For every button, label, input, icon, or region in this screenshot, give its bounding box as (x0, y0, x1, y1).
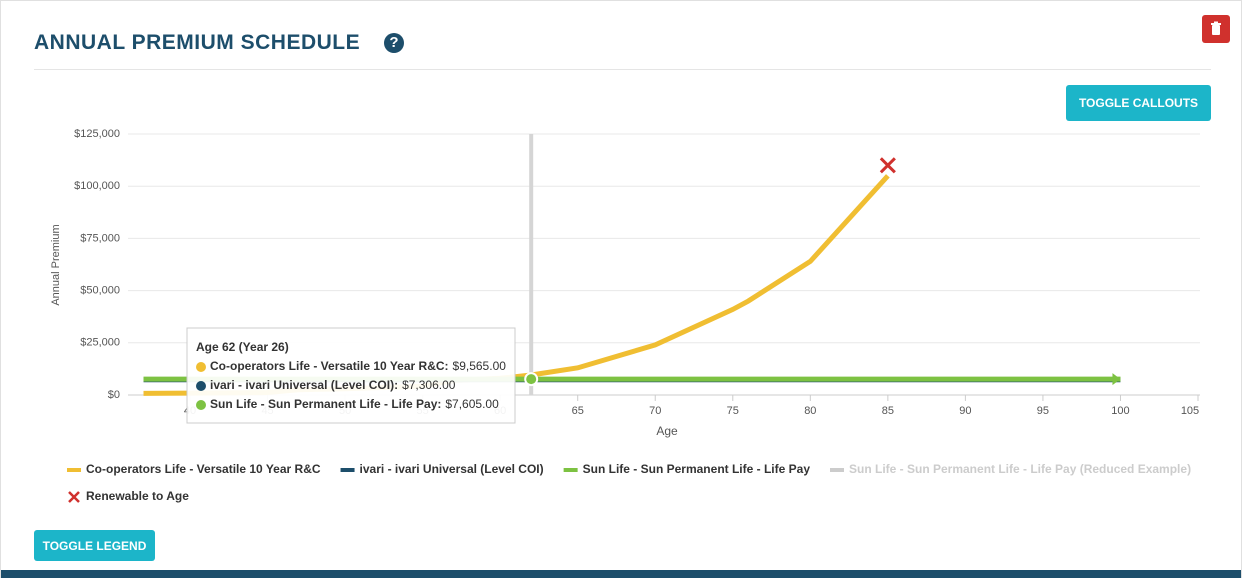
legend-label: Sun Life - Sun Permanent Life - Life Pay… (849, 462, 1191, 476)
legend-item[interactable]: ivari - ivari Universal (Level COI) (340, 462, 544, 476)
y-tick-label: $0 (108, 389, 120, 401)
tooltip-dot (196, 381, 206, 391)
tooltip-row: ivari - ivari Universal (Level COI): $7,3… (210, 378, 456, 392)
y-tick-label: $75,000 (80, 232, 120, 244)
toggle-legend-button[interactable]: TOGGLE LEGEND (34, 530, 155, 561)
title: ANNUAL PREMIUM SCHEDULE (34, 31, 361, 54)
x-tick-label: 90 (959, 405, 971, 417)
tooltip-dot (196, 362, 206, 372)
tooltip-series: ivari - ivari Universal (Level COI): (210, 378, 398, 392)
renewal-marker (879, 157, 896, 174)
legend-item[interactable]: Sun Life - Sun Permanent Life - Life Pay… (830, 462, 1191, 476)
x-tick-label: 95 (1037, 405, 1049, 417)
x-tick-label: 105 (1181, 405, 1199, 417)
tooltip-row: Co-operators Life - Versatile 10 Year R&… (210, 359, 506, 373)
legend-label: Co-operators Life - Versatile 10 Year R&… (86, 462, 321, 476)
delete-button[interactable] (1202, 15, 1230, 43)
x-tick-label: 85 (882, 405, 894, 417)
x-tick-label: 70 (649, 405, 661, 417)
chart: Annual Premium Age $0 $25,000 $50,000 $75,0… (50, 128, 1200, 503)
legend-swatch (830, 468, 844, 472)
tooltip-row: Sun Life - Sun Permanent Life - Life Pay… (210, 397, 499, 411)
legend-marker (68, 491, 80, 503)
legend-swatch (67, 468, 81, 472)
footer-bar (1, 570, 1241, 578)
tooltip-value: $7,306.00 (402, 378, 456, 392)
tooltip-series: Co-operators Life - Versatile 10 Year R&… (210, 359, 449, 373)
tooltip-value: $9,565.00 (453, 359, 507, 373)
tooltip-series: Sun Life - Sun Permanent Life - Life Pay… (210, 397, 441, 411)
legend-item[interactable]: Co-operators Life - Versatile 10 Year R&… (67, 462, 321, 476)
legend-label: ivari - ivari Universal (Level COI) (360, 462, 544, 476)
legend-swatch (340, 468, 355, 472)
y-tick-label: $125,000 (74, 128, 120, 140)
hover-point (524, 372, 539, 387)
toggle-callouts-button[interactable]: TOGGLE CALLOUTS (1066, 85, 1211, 121)
x-tick-label: 80 (804, 405, 816, 417)
legend-item[interactable]: Sun Life - Sun Permanent Life - Life Pay (563, 462, 811, 476)
legend-label: Renewable to Age (86, 489, 189, 503)
y-tick-label: $50,000 (80, 285, 120, 297)
legend-swatch (563, 468, 578, 472)
arrow-head (1112, 373, 1121, 386)
divider (34, 69, 1211, 70)
tooltip-dot (196, 400, 206, 410)
trash-icon (1211, 21, 1221, 35)
legend-item[interactable]: Renewable to Age (68, 489, 189, 503)
legend-label: Sun Life - Sun Permanent Life - Life Pay (583, 462, 811, 476)
y-axis-title: Annual Premium (50, 224, 62, 305)
x-axis-title: Age (656, 424, 678, 438)
y-tick-label: $25,000 (80, 337, 120, 349)
tooltip: Age 62 (Year 26) Co-operators Life - Vers… (186, 327, 516, 424)
tooltip-box (186, 327, 516, 424)
y-tick-label: $100,000 (74, 180, 120, 192)
x-tick-label: 100 (1111, 405, 1129, 417)
tooltip-value: $7,605.00 (445, 397, 499, 411)
tooltip-title: Age 62 (Year 26) (196, 340, 289, 354)
help-icon[interactable]: ? (384, 33, 404, 53)
x-tick-label: 75 (727, 405, 739, 417)
x-tick-label: 65 (572, 405, 584, 417)
